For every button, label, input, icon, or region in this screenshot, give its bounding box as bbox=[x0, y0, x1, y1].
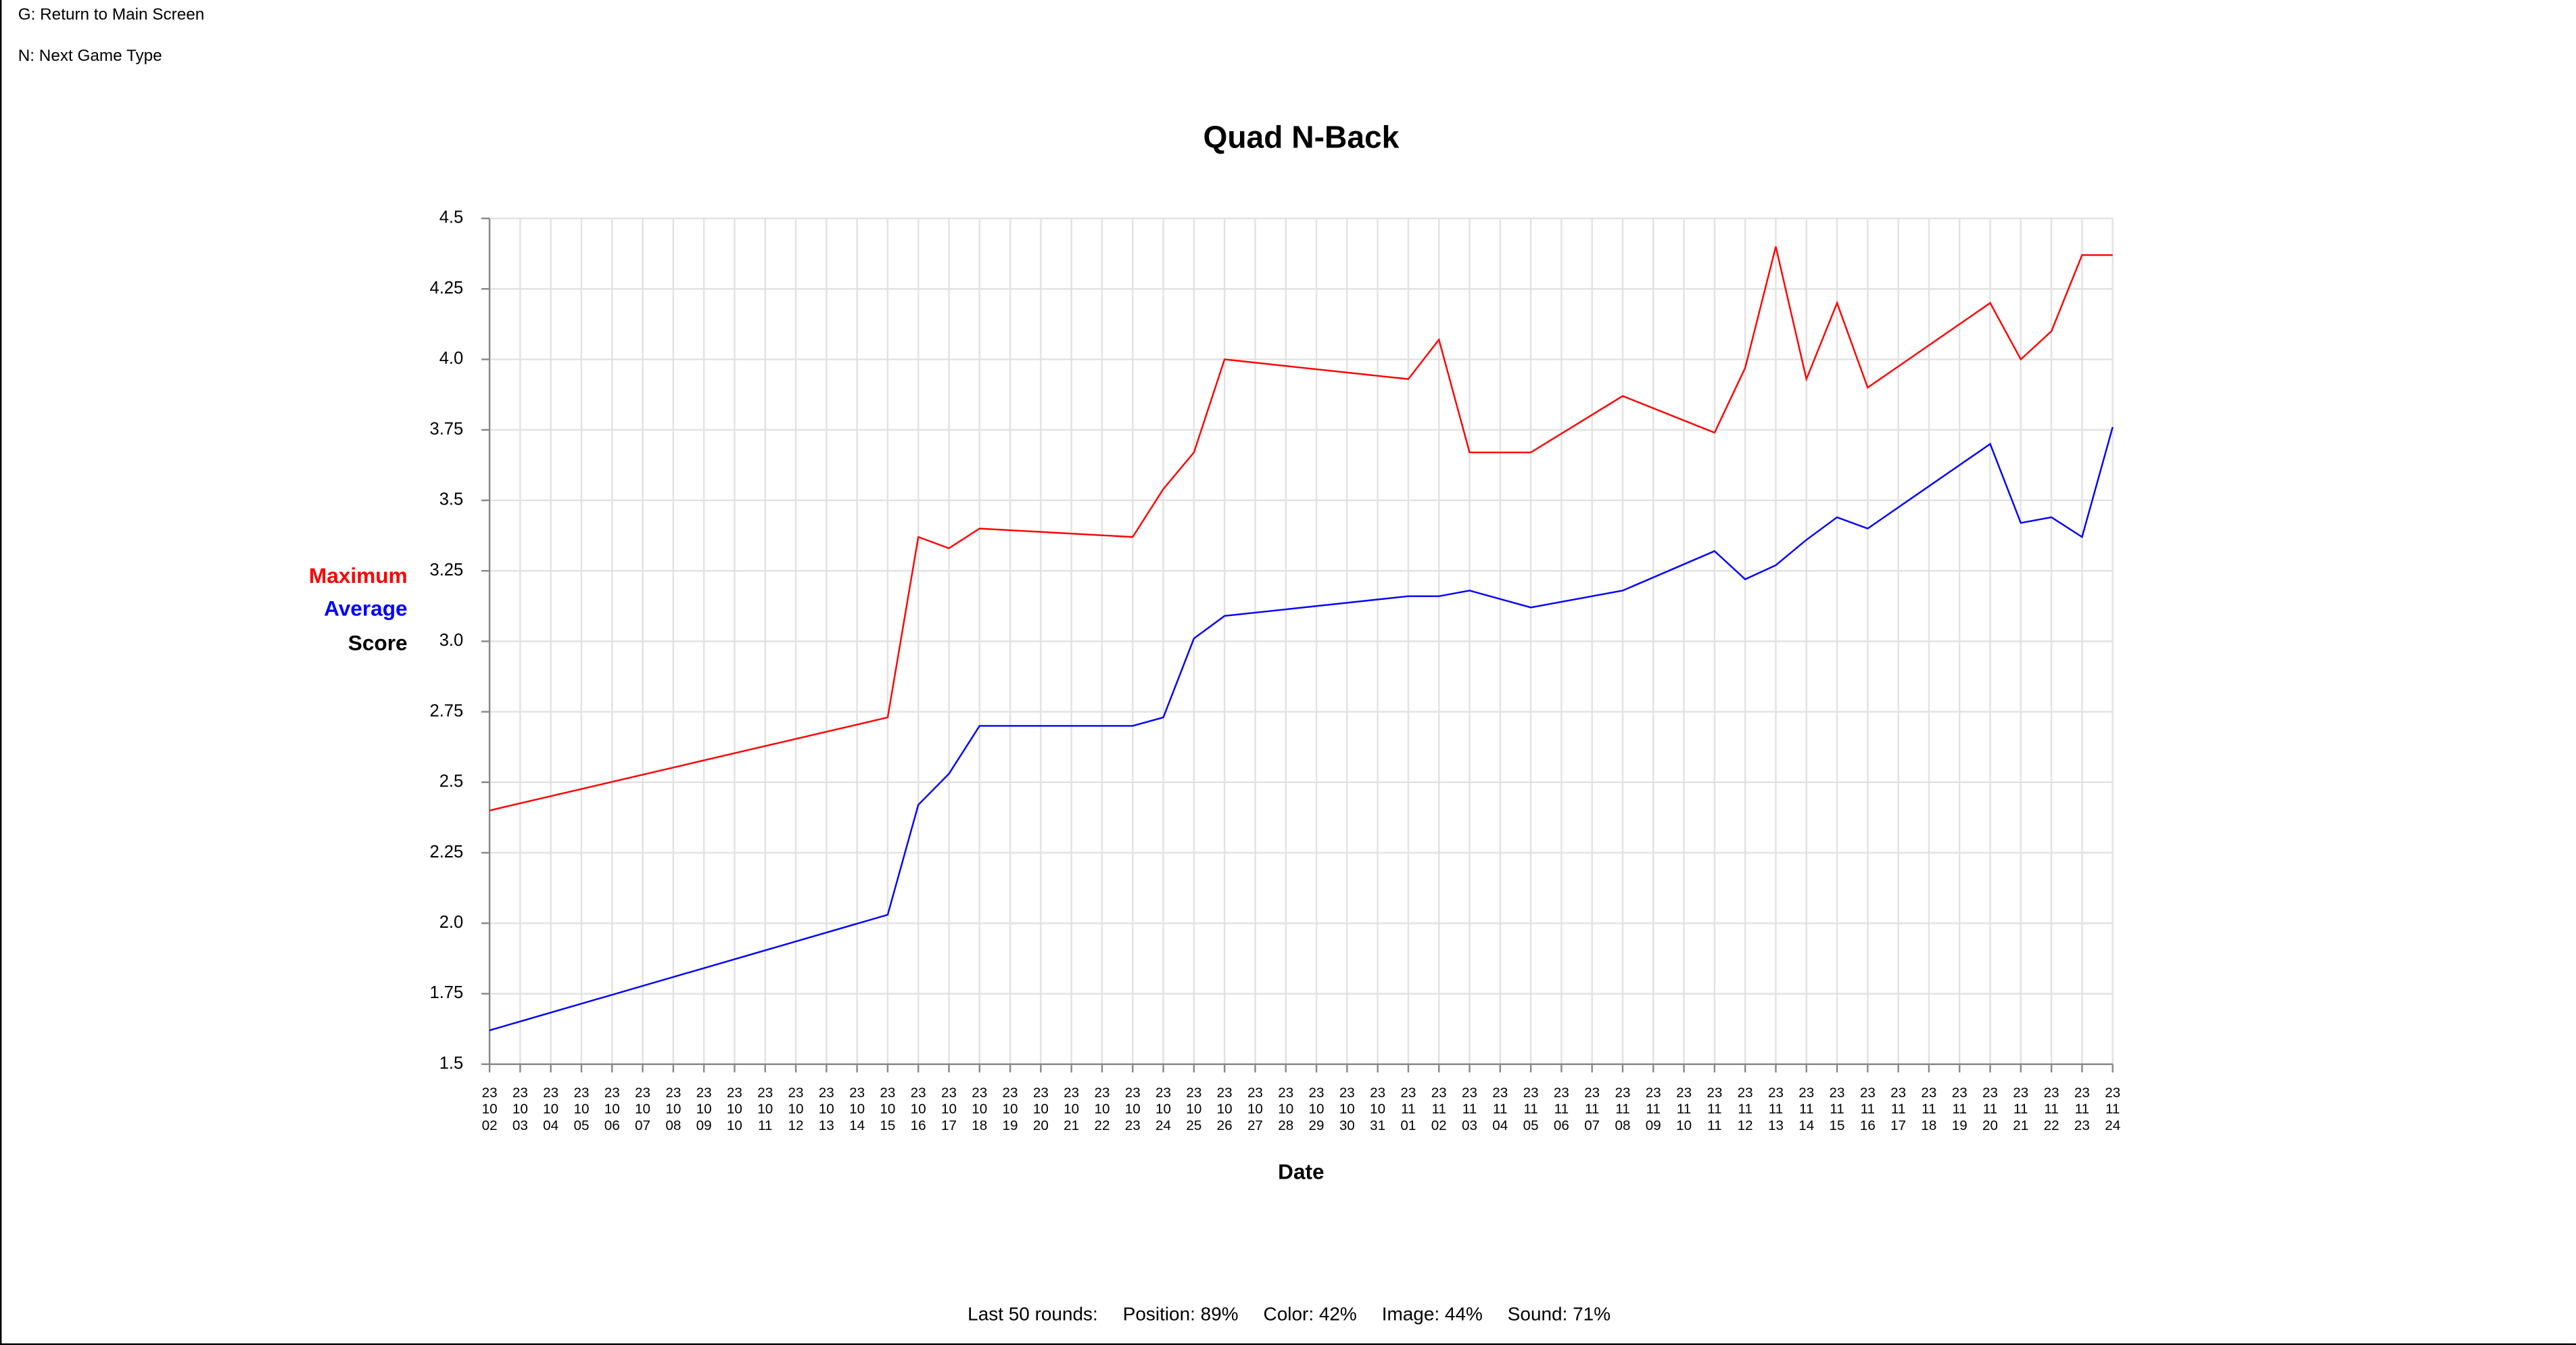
y-tick-label: 4.25 bbox=[430, 279, 464, 298]
x-tick-label: 23 10 21 bbox=[1064, 1083, 1080, 1133]
y-tick-label: 2.25 bbox=[430, 843, 464, 862]
x-tick-label: 23 11 20 bbox=[1982, 1083, 1999, 1133]
x-tick-label: 23 10 11 bbox=[757, 1083, 773, 1133]
x-tick-label: 23 11 19 bbox=[1951, 1083, 1967, 1133]
stat: Last 50 rounds: bbox=[968, 1305, 1098, 1325]
x-tick-label: 23 10 02 bbox=[481, 1083, 498, 1133]
x-tick-label: 23 10 28 bbox=[1278, 1083, 1294, 1133]
x-tick-label: 23 10 17 bbox=[940, 1083, 957, 1133]
x-tick-label: 23 10 20 bbox=[1032, 1083, 1049, 1133]
x-tick-label: 23 11 24 bbox=[2105, 1083, 2121, 1133]
legend-entry: Average bbox=[324, 596, 408, 621]
y-tick-label: 3.75 bbox=[430, 419, 464, 438]
x-tick-label: 23 11 14 bbox=[1798, 1083, 1815, 1133]
x-tick-label: 23 11 15 bbox=[1829, 1083, 1845, 1133]
x-tick-label: 23 11 08 bbox=[1615, 1083, 1631, 1133]
x-tick-label: 23 10 31 bbox=[1370, 1083, 1386, 1133]
x-tick-label: 23 10 06 bbox=[604, 1083, 620, 1133]
x-tick-label: 23 10 25 bbox=[1186, 1083, 1202, 1133]
x-tick-label: 23 10 29 bbox=[1308, 1083, 1325, 1133]
x-tick-label: 23 11 10 bbox=[1676, 1083, 1692, 1133]
series-line bbox=[489, 427, 2114, 1031]
x-tick-label: 23 11 23 bbox=[2074, 1083, 2090, 1133]
x-tick-label: 23 10 26 bbox=[1216, 1083, 1233, 1133]
x-tick-label: 23 11 02 bbox=[1431, 1083, 1447, 1133]
x-tick-label: 23 10 07 bbox=[635, 1083, 651, 1133]
x-tick-label: 23 10 05 bbox=[573, 1083, 590, 1133]
x-tick-label: 23 10 12 bbox=[788, 1083, 804, 1133]
y-tick-label: 3.5 bbox=[439, 490, 463, 509]
x-tick-label: 23 10 18 bbox=[972, 1083, 988, 1133]
x-tick-label: 23 11 01 bbox=[1400, 1083, 1416, 1133]
x-tick-label: 23 11 09 bbox=[1645, 1083, 1661, 1133]
stat: Sound: 71% bbox=[1507, 1305, 1611, 1325]
stat: Image: 44% bbox=[1381, 1305, 1483, 1325]
y-tick-label: 4.5 bbox=[439, 208, 463, 227]
x-tick-label: 23 11 07 bbox=[1584, 1083, 1600, 1133]
x-tick-label: 23 11 16 bbox=[1859, 1083, 1876, 1133]
stat: Color: 42% bbox=[1263, 1305, 1357, 1325]
x-tick-label: 23 10 14 bbox=[849, 1083, 865, 1133]
x-tick-label: 23 10 09 bbox=[696, 1083, 712, 1133]
x-tick-label: 23 11 05 bbox=[1523, 1083, 1539, 1133]
footer: Last 50 rounds: Position: 89% Color: 42%… bbox=[968, 1306, 1630, 1325]
x-tick-label: 23 10 30 bbox=[1339, 1083, 1355, 1133]
x-tick-label: 23 11 18 bbox=[1921, 1083, 1937, 1133]
x-tick-label: 23 10 13 bbox=[818, 1083, 834, 1133]
y-tick-label: 1.5 bbox=[439, 1054, 463, 1072]
y-tick-label: 4.0 bbox=[439, 349, 463, 368]
key-hint: N: Next Game Type bbox=[18, 47, 162, 66]
legend-entry: Maximum bbox=[308, 563, 408, 588]
y-tick-label: 2.75 bbox=[430, 701, 464, 720]
x-tick-label: 23 11 11 bbox=[1707, 1083, 1723, 1133]
y-tick-label: 2.5 bbox=[439, 772, 463, 791]
x-tick-label: 23 10 22 bbox=[1094, 1083, 1110, 1133]
x-tick-label: 23 10 23 bbox=[1124, 1083, 1141, 1133]
x-tick-label: 23 11 21 bbox=[2013, 1083, 2029, 1133]
y-tick-label: 3.25 bbox=[430, 561, 464, 580]
stat: Position: 89% bbox=[1122, 1305, 1239, 1325]
y-tick-label: 3.0 bbox=[439, 631, 463, 650]
x-tick-label: 23 10 24 bbox=[1155, 1083, 1172, 1133]
x-tick-label: 23 10 15 bbox=[880, 1083, 896, 1133]
chart-title: Quad N-Back bbox=[1203, 121, 1400, 156]
x-tick-label: 23 11 17 bbox=[1890, 1083, 1907, 1133]
x-tick-label: 23 10 16 bbox=[910, 1083, 926, 1133]
y-tick-label: 2.0 bbox=[439, 913, 463, 932]
x-tick-label: 23 11 13 bbox=[1767, 1083, 1784, 1133]
x-tick-label: 23 10 03 bbox=[512, 1083, 528, 1133]
x-tick-label: 23 11 22 bbox=[2043, 1083, 2059, 1133]
series-line bbox=[489, 246, 2113, 811]
x-axis-label: Date bbox=[1278, 1159, 1325, 1185]
key-hint: G: Return to Main Screen bbox=[18, 6, 205, 25]
x-tick-label: 23 10 04 bbox=[543, 1083, 559, 1133]
x-tick-label: 23 11 04 bbox=[1492, 1083, 1508, 1133]
x-tick-label: 23 10 19 bbox=[1002, 1083, 1018, 1133]
x-tick-label: 23 11 12 bbox=[1737, 1083, 1753, 1133]
x-tick-label: 23 10 27 bbox=[1247, 1083, 1263, 1133]
y-tick-label: 1.75 bbox=[430, 983, 464, 1002]
y-axis-label: Score bbox=[348, 630, 408, 656]
x-tick-label: 23 11 06 bbox=[1553, 1083, 1569, 1133]
x-tick-label: 23 11 03 bbox=[1461, 1083, 1477, 1133]
x-tick-label: 23 10 10 bbox=[726, 1083, 742, 1133]
x-tick-label: 23 10 08 bbox=[665, 1083, 682, 1133]
